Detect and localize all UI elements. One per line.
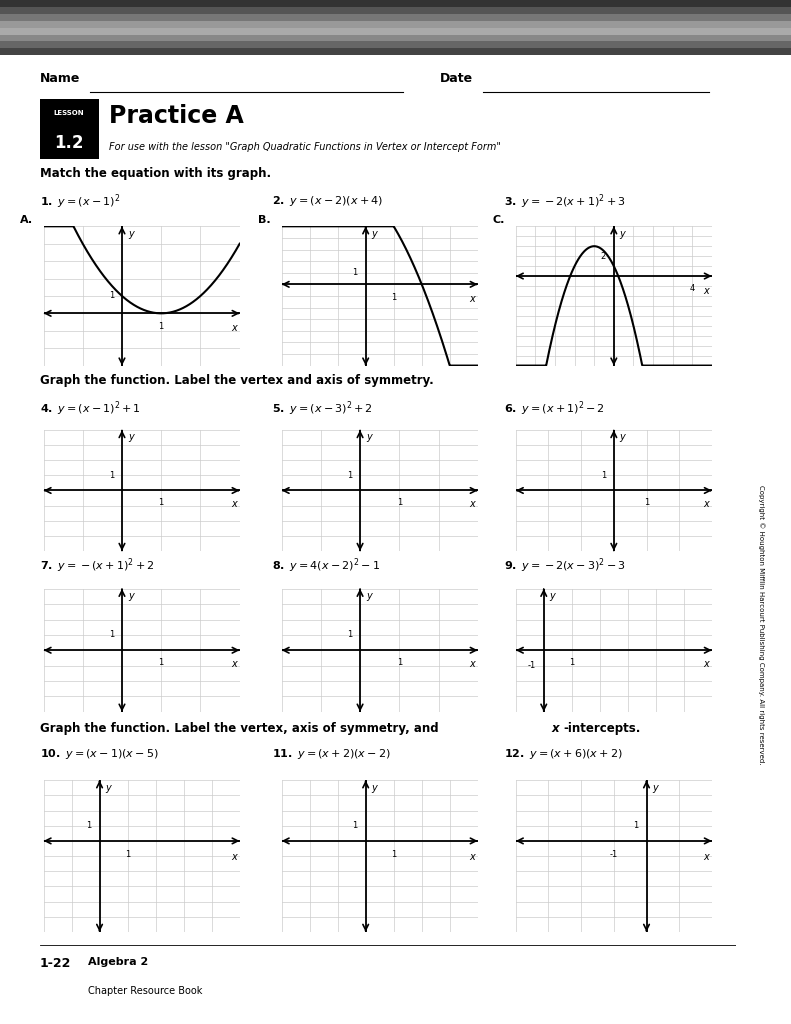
Text: Algebra 2: Algebra 2 bbox=[89, 957, 149, 967]
Text: $\mathbf{1.}$ $y = (x-1)^2$: $\mathbf{1.}$ $y = (x-1)^2$ bbox=[40, 193, 119, 211]
Bar bbox=[0, 0, 791, 7]
Text: x: x bbox=[703, 499, 709, 509]
Text: -1: -1 bbox=[528, 662, 536, 670]
Text: Name: Name bbox=[40, 73, 80, 85]
Text: y: y bbox=[372, 783, 377, 794]
Text: x: x bbox=[231, 852, 237, 861]
Text: 4: 4 bbox=[690, 285, 695, 294]
Text: $\mathbf{12.}$ $y = (x+6)(x+2)$: $\mathbf{12.}$ $y = (x+6)(x+2)$ bbox=[504, 748, 623, 762]
Text: x: x bbox=[703, 658, 709, 669]
Bar bbox=[40, 99, 99, 159]
Text: 1: 1 bbox=[644, 498, 649, 507]
Text: 1: 1 bbox=[570, 657, 574, 667]
Text: $\mathbf{5.}$ $y = (x-3)^2 + 2$: $\mathbf{5.}$ $y = (x-3)^2 + 2$ bbox=[271, 399, 373, 418]
Text: 1.2: 1.2 bbox=[55, 134, 84, 152]
Text: Graph the function. Label the vertex and axis of symmetry.: Graph the function. Label the vertex and… bbox=[40, 375, 433, 387]
Text: $\mathbf{6.}$ $y = (x+1)^2 - 2$: $\mathbf{6.}$ $y = (x+1)^2 - 2$ bbox=[504, 399, 604, 418]
Bar bbox=[0, 28, 791, 35]
Bar bbox=[0, 13, 791, 20]
Text: y: y bbox=[653, 783, 658, 794]
Bar bbox=[0, 7, 791, 14]
Text: Practice A: Practice A bbox=[109, 104, 244, 128]
Text: $\mathbf{8.}$ $y = 4(x-2)^2 - 1$: $\mathbf{8.}$ $y = 4(x-2)^2 - 1$ bbox=[271, 557, 380, 575]
Text: x: x bbox=[231, 658, 237, 669]
Text: y: y bbox=[128, 229, 134, 239]
Text: x: x bbox=[231, 324, 237, 333]
Text: x: x bbox=[231, 499, 237, 509]
Text: y: y bbox=[619, 432, 626, 442]
Text: 1: 1 bbox=[600, 471, 606, 480]
Text: x: x bbox=[703, 286, 709, 296]
Bar bbox=[0, 35, 791, 41]
Text: $\mathbf{9.}$ $y = -2(x-3)^2 - 3$: $\mathbf{9.}$ $y = -2(x-3)^2 - 3$ bbox=[504, 557, 626, 575]
Text: Graph the function. Label the vertex, axis of symmetry, and: Graph the function. Label the vertex, ax… bbox=[40, 722, 442, 734]
Text: 1: 1 bbox=[347, 631, 352, 639]
Text: y: y bbox=[619, 229, 626, 239]
Text: y: y bbox=[372, 229, 377, 239]
Text: 1: 1 bbox=[158, 322, 164, 331]
Text: x: x bbox=[469, 499, 475, 509]
Text: LESSON 1.2: LESSON 1.2 bbox=[10, 593, 20, 656]
Text: A.: A. bbox=[20, 215, 33, 225]
Text: x: x bbox=[469, 294, 475, 304]
Text: LESSON: LESSON bbox=[54, 110, 85, 116]
Text: $\mathbf{4.}$ $y = (x-1)^2 + 1$: $\mathbf{4.}$ $y = (x-1)^2 + 1$ bbox=[40, 399, 141, 418]
Text: 1: 1 bbox=[396, 498, 402, 507]
Text: 1: 1 bbox=[353, 268, 358, 278]
Text: y: y bbox=[128, 432, 134, 442]
Text: x: x bbox=[551, 722, 558, 734]
Text: $\mathbf{3.}$ $y = -2(x+1)^2 + 3$: $\mathbf{3.}$ $y = -2(x+1)^2 + 3$ bbox=[504, 193, 626, 211]
Text: For use with the lesson "Graph Quadratic Functions in Vertex or Intercept Form": For use with the lesson "Graph Quadratic… bbox=[109, 142, 501, 153]
Text: Date: Date bbox=[440, 73, 473, 85]
Text: y: y bbox=[550, 591, 555, 601]
Text: 1: 1 bbox=[634, 821, 638, 830]
Text: C.: C. bbox=[492, 215, 505, 225]
Text: 1-22: 1-22 bbox=[40, 957, 71, 970]
Text: y: y bbox=[366, 591, 372, 601]
Text: B.: B. bbox=[258, 215, 271, 225]
Text: 1: 1 bbox=[109, 471, 114, 480]
Text: Copyright © Houghton Mifflin Harcourt Publishing Company. All rights reserved.: Copyright © Houghton Mifflin Harcourt Pu… bbox=[758, 485, 765, 764]
Text: -1: -1 bbox=[610, 850, 618, 859]
Bar bbox=[0, 41, 791, 48]
Text: Match the equation with its graph.: Match the equation with its graph. bbox=[40, 167, 271, 179]
Text: $\mathbf{11.}$ $y = (x+2)(x-2)$: $\mathbf{11.}$ $y = (x+2)(x-2)$ bbox=[271, 748, 390, 762]
Text: x: x bbox=[703, 852, 709, 861]
Text: 1: 1 bbox=[347, 471, 352, 480]
Text: Chapter Resource Book: Chapter Resource Book bbox=[89, 986, 202, 996]
Text: 2: 2 bbox=[600, 252, 606, 261]
Text: y: y bbox=[105, 783, 112, 794]
Text: 1: 1 bbox=[109, 631, 114, 639]
Bar bbox=[0, 48, 791, 55]
Text: x: x bbox=[469, 852, 475, 861]
Text: $\mathbf{2.}$ $y = (x-2)(x+4)$: $\mathbf{2.}$ $y = (x-2)(x+4)$ bbox=[271, 195, 383, 208]
Text: x: x bbox=[469, 658, 475, 669]
Text: y: y bbox=[128, 591, 134, 601]
Text: 1: 1 bbox=[391, 293, 396, 302]
Text: 1: 1 bbox=[391, 850, 396, 859]
Text: y: y bbox=[366, 432, 372, 442]
Text: -intercepts.: -intercepts. bbox=[563, 722, 641, 734]
Text: $\mathbf{10.}$ $y = (x-1)(x-5)$: $\mathbf{10.}$ $y = (x-1)(x-5)$ bbox=[40, 748, 158, 762]
Text: 1: 1 bbox=[158, 498, 164, 507]
Text: 1: 1 bbox=[109, 292, 114, 300]
Text: 1: 1 bbox=[125, 850, 131, 859]
Text: 1: 1 bbox=[158, 657, 164, 667]
Text: 1: 1 bbox=[353, 821, 358, 830]
Bar bbox=[0, 20, 791, 28]
Text: 1: 1 bbox=[86, 821, 92, 830]
Text: $\mathbf{7.}$ $y = -(x+1)^2 + 2$: $\mathbf{7.}$ $y = -(x+1)^2 + 2$ bbox=[40, 557, 154, 575]
Text: 1: 1 bbox=[396, 657, 402, 667]
